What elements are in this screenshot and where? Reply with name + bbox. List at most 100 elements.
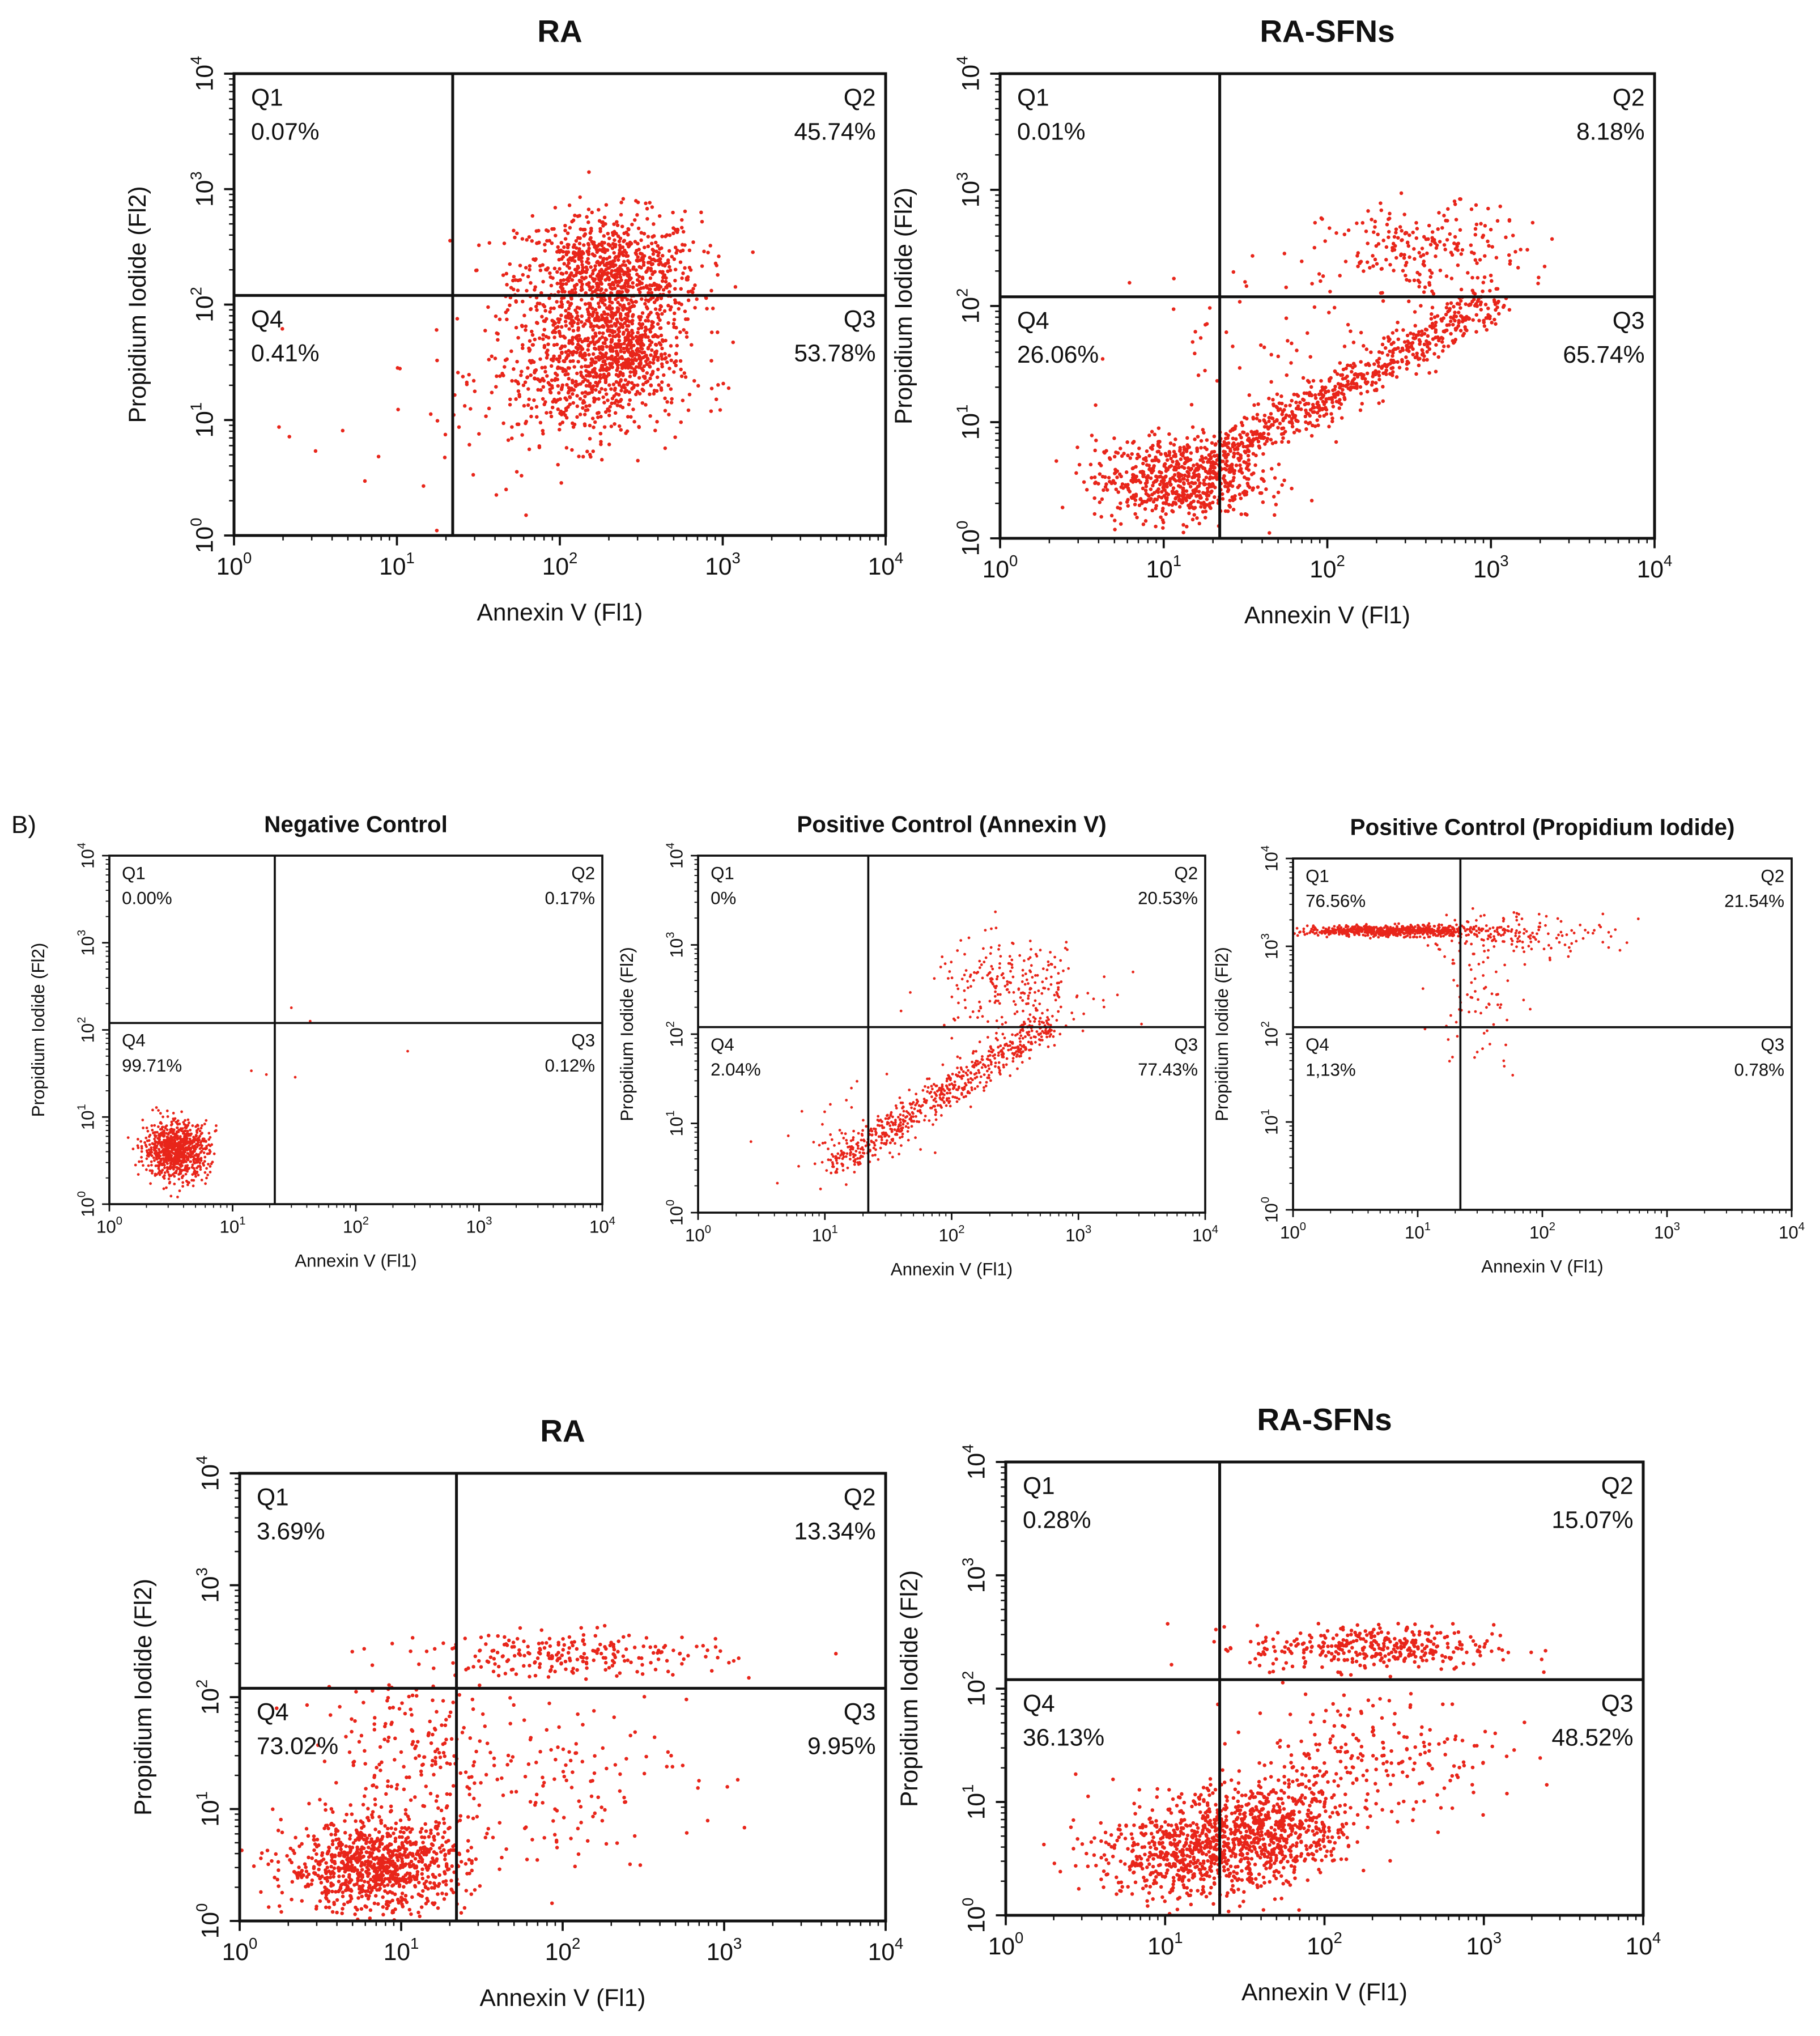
data-point <box>625 297 630 301</box>
data-point <box>721 381 725 386</box>
data-point <box>629 415 633 419</box>
data-point <box>202 1151 206 1154</box>
data-point <box>1260 436 1265 440</box>
data-point <box>1255 413 1260 416</box>
data-point <box>610 365 614 369</box>
data-point <box>644 305 649 309</box>
data-point <box>646 235 650 239</box>
data-point <box>678 359 683 363</box>
data-point <box>1173 437 1177 441</box>
data-point <box>629 342 633 347</box>
data-point <box>595 274 599 278</box>
data-point <box>1201 460 1205 464</box>
data-point <box>1495 219 1500 223</box>
data-point <box>589 341 593 345</box>
data-point <box>558 282 563 286</box>
data-point <box>579 279 584 283</box>
data-point <box>921 1104 924 1107</box>
data-point <box>708 244 712 248</box>
data-point <box>584 291 588 295</box>
data-point <box>143 1141 146 1144</box>
data-point <box>533 376 537 380</box>
data-point <box>1100 357 1105 361</box>
data-point <box>596 415 600 419</box>
data-point <box>172 1119 176 1122</box>
data-point <box>1430 289 1434 294</box>
data-point <box>183 1140 186 1143</box>
data-point <box>598 376 602 380</box>
data-point <box>1418 273 1422 277</box>
data-point <box>1390 373 1394 377</box>
data-point <box>664 279 668 284</box>
data-point <box>149 1153 152 1156</box>
data-point <box>661 339 665 343</box>
data-point <box>585 318 589 322</box>
data-point <box>587 246 591 250</box>
data-point <box>666 383 670 388</box>
data-point <box>193 1148 196 1151</box>
data-point <box>709 288 713 293</box>
data-point <box>604 392 609 396</box>
data-point <box>1455 244 1459 249</box>
data-point <box>1469 207 1474 211</box>
data-point <box>611 382 616 386</box>
data-point <box>975 1049 977 1053</box>
data-point <box>1151 458 1156 462</box>
data-point <box>1434 254 1438 258</box>
data-point <box>153 1124 156 1127</box>
data-point <box>1244 461 1248 465</box>
data-point <box>1436 227 1440 231</box>
data-point <box>477 432 481 436</box>
data-point <box>548 390 553 395</box>
data-point <box>678 260 683 264</box>
data-point <box>1489 273 1493 278</box>
data-point <box>603 303 607 307</box>
data-point <box>188 1181 190 1184</box>
data-point <box>172 1157 175 1161</box>
data-point <box>1247 393 1252 397</box>
data-point <box>641 257 645 261</box>
data-point <box>604 203 609 207</box>
data-point <box>656 253 660 258</box>
data-point <box>1140 469 1145 474</box>
data-point <box>1002 1056 1005 1059</box>
data-point <box>1232 469 1237 473</box>
data-point <box>660 357 664 361</box>
data-point <box>484 414 488 418</box>
data-point <box>1417 363 1421 368</box>
data-point <box>603 368 607 372</box>
data-point <box>1338 274 1342 278</box>
data-point <box>514 325 518 330</box>
data-point <box>660 364 664 369</box>
data-point <box>162 1187 165 1191</box>
data-point <box>589 322 593 326</box>
data-point <box>1444 274 1449 278</box>
data-point <box>581 406 585 410</box>
data-point <box>533 371 537 375</box>
data-point <box>1306 331 1309 335</box>
data-point <box>580 339 584 344</box>
data-point <box>562 245 566 249</box>
data-point <box>670 397 674 401</box>
data-point <box>619 201 623 205</box>
data-point <box>145 1157 148 1161</box>
data-point <box>940 1114 943 1117</box>
data-point <box>603 338 608 342</box>
data-point <box>265 1073 268 1076</box>
data-point <box>849 1154 852 1157</box>
data-point <box>644 380 648 385</box>
data-point <box>693 305 697 310</box>
data-point <box>1228 505 1232 509</box>
data-point <box>585 215 589 219</box>
data-point <box>560 325 564 329</box>
data-point <box>188 1140 190 1144</box>
data-point <box>540 314 544 319</box>
data-point <box>533 288 537 292</box>
data-point <box>1181 530 1185 534</box>
data-point <box>1240 423 1245 427</box>
data-point <box>548 410 552 415</box>
data-point <box>733 285 738 289</box>
data-point <box>168 1137 172 1140</box>
data-point <box>633 357 637 361</box>
data-point <box>542 328 547 331</box>
